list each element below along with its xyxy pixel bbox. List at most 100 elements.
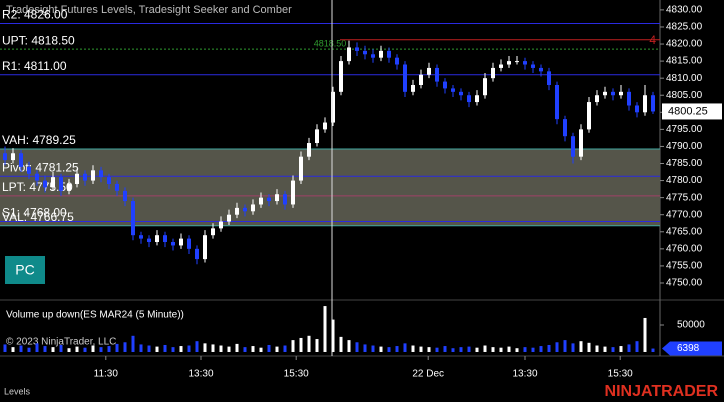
volume-bar — [139, 344, 143, 352]
candle-body — [83, 173, 87, 181]
candle-body — [315, 129, 319, 144]
candle-body — [11, 153, 15, 161]
pc-button[interactable] — [5, 256, 45, 284]
volume-bar — [579, 341, 583, 352]
volume-bar — [115, 343, 119, 352]
volume-bar — [155, 346, 159, 352]
candle-body — [115, 183, 119, 191]
level-marker-label: 4818.50 — [314, 39, 347, 49]
volume-bar — [195, 341, 199, 352]
volume-bar — [491, 347, 495, 352]
volume-bar — [235, 343, 239, 352]
candle-body — [499, 64, 503, 68]
volume-bar — [67, 348, 71, 352]
volume-bar — [291, 340, 295, 352]
candle-body — [139, 235, 143, 239]
volume-bar — [411, 345, 415, 352]
candle-body — [355, 47, 359, 51]
pc-button-label[interactable]: PC — [15, 262, 34, 278]
y-tick-label: 4795.00 — [666, 124, 703, 135]
candle-body — [643, 95, 647, 113]
candle-body — [243, 207, 247, 212]
level-label: R2: 4826.00 — [2, 8, 68, 22]
candle-body — [619, 91, 623, 96]
candle-body — [35, 173, 39, 181]
volume-bar — [299, 337, 303, 352]
volume-bar — [627, 344, 631, 352]
candle-body — [571, 136, 575, 157]
last-volume-label: 6398 — [677, 343, 700, 354]
volume-bar — [251, 346, 255, 352]
y-tick-label: 4805.00 — [666, 90, 703, 101]
candle-body — [235, 207, 239, 215]
candle-body — [99, 170, 103, 178]
candle-body — [331, 91, 335, 123]
volume-bar — [427, 347, 431, 352]
candle-body — [491, 67, 495, 79]
candle-body — [523, 61, 527, 65]
candle-body — [267, 197, 271, 202]
candle-body — [179, 238, 183, 246]
y-tick-label: 4820.00 — [666, 39, 703, 50]
volume-bar — [443, 346, 447, 352]
volume-bar — [395, 346, 399, 352]
candle-body — [307, 143, 311, 157]
volume-bar — [531, 347, 535, 352]
volume-bar — [131, 335, 135, 352]
volume-bar — [507, 346, 511, 352]
volume-bar — [227, 346, 231, 352]
y-tick-label: 4755.00 — [666, 261, 703, 272]
y-tick-label: 4825.00 — [666, 22, 703, 33]
volume-bar — [99, 347, 103, 352]
y-tick-label: 4750.00 — [666, 278, 703, 289]
y-tick-label: 4810.00 — [666, 73, 703, 84]
level-label: VAL: 4766.75 — [2, 210, 74, 224]
candle-body — [283, 194, 287, 205]
volume-bar — [355, 342, 359, 352]
candle-body — [107, 177, 111, 184]
volume-bar — [435, 347, 439, 352]
volume-bar — [587, 342, 591, 352]
volume-bar — [179, 346, 183, 352]
volume-bar — [419, 346, 423, 352]
volume-bar — [35, 343, 39, 352]
y-tick-label: 4785.00 — [666, 158, 703, 169]
volume-bar — [203, 343, 207, 352]
y-tick-label: 4760.00 — [666, 243, 703, 254]
volume-bar — [27, 347, 31, 352]
y-tick-label: 4770.00 — [666, 209, 703, 220]
volume-bar — [219, 345, 223, 352]
candle-body — [563, 119, 567, 137]
volume-bar — [83, 347, 87, 352]
candle-body — [27, 166, 31, 174]
candle-body — [195, 248, 199, 260]
level-label: Pivot: 4781.25 — [2, 160, 79, 174]
candle-body — [651, 95, 655, 112]
volume-bar — [603, 346, 607, 352]
candle-body — [227, 214, 231, 222]
level-label: UPT: 4818.50 — [2, 33, 75, 47]
candle-body — [403, 64, 407, 92]
candle-body — [43, 180, 47, 188]
candle-body — [163, 235, 167, 243]
candle-body — [587, 102, 591, 130]
volume-bar — [379, 346, 383, 352]
volume-bar — [515, 348, 519, 352]
candle-body — [451, 88, 455, 92]
volume-title: Volume up down(ES MAR24 (5 Minute)) — [6, 310, 184, 321]
candle-body — [547, 71, 551, 85]
candle-body — [123, 190, 127, 202]
candle-body — [555, 84, 559, 120]
candle-body — [411, 84, 415, 92]
candle-body — [475, 95, 479, 103]
level-label: VAH: 4789.25 — [2, 133, 76, 147]
volume-bar — [123, 342, 127, 352]
last-volume-box — [662, 341, 722, 356]
volume-bar — [363, 344, 367, 352]
candle-body — [507, 61, 511, 65]
volume-bar — [555, 342, 559, 352]
candle-body — [483, 78, 487, 96]
volume-bar — [75, 346, 79, 352]
volume-bar — [459, 347, 463, 352]
volume-bar — [347, 340, 351, 352]
